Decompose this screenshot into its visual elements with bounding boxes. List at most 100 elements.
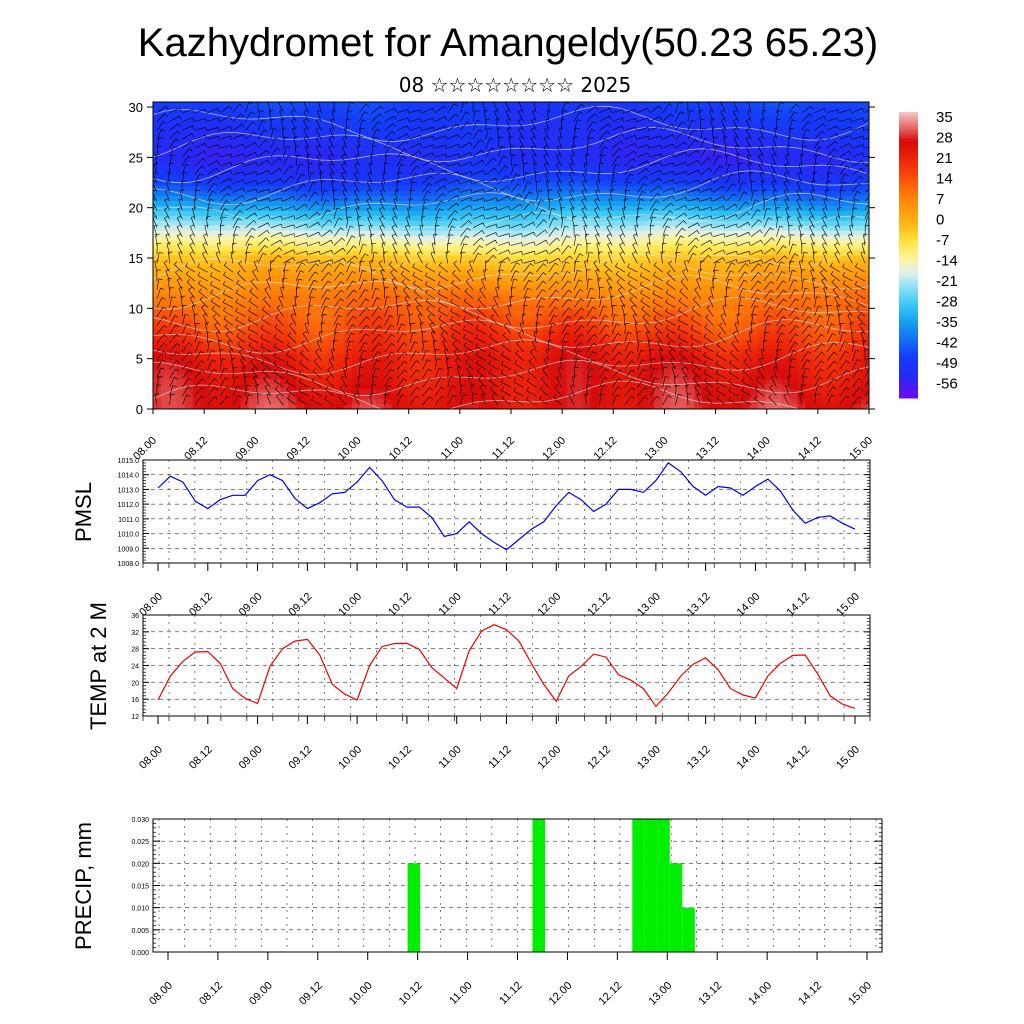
field-cell [646, 166, 655, 172]
field-cell [304, 364, 313, 370]
field-cell [662, 305, 671, 311]
field-cell [662, 220, 671, 227]
field-cell [200, 324, 210, 331]
field-cell [757, 220, 767, 227]
field-cell [765, 230, 775, 237]
field-cell [264, 384, 273, 390]
field-cell [351, 374, 361, 380]
field-cell [296, 399, 305, 405]
field-cell [670, 329, 679, 336]
field-cell [176, 339, 186, 346]
field-cell [359, 225, 369, 232]
field-cell [160, 344, 170, 351]
field-cell [391, 106, 401, 113]
field-cell [471, 354, 480, 361]
field-cell [192, 349, 202, 356]
field-cell [471, 181, 480, 187]
field-cell [526, 354, 536, 361]
field-cell [232, 349, 242, 356]
field-cell [359, 389, 369, 395]
field-cell [670, 305, 679, 311]
field-cell [391, 166, 401, 172]
field-cell [320, 201, 329, 207]
field-cell [232, 210, 242, 217]
field-cell [359, 146, 369, 153]
field-cell [550, 156, 560, 163]
field-cell [391, 404, 401, 409]
field-cell [208, 295, 218, 301]
field-cell [582, 235, 592, 242]
field-cell [654, 270, 663, 276]
field-cell [328, 359, 337, 366]
field-cell [558, 225, 568, 232]
field-cell [638, 389, 647, 395]
field-cell [328, 210, 337, 217]
field-cell [733, 131, 743, 138]
field-cell [447, 404, 456, 409]
field-cell [168, 399, 178, 405]
field-cell [479, 265, 488, 271]
field-cell [725, 121, 735, 128]
field-cell [423, 314, 433, 321]
field-cell [168, 196, 178, 202]
field-cell [256, 106, 265, 113]
field-cell [264, 275, 273, 281]
field-cell [781, 349, 791, 356]
field-cell [526, 344, 536, 351]
field-cell [566, 265, 576, 271]
field-cell [622, 374, 631, 380]
field-cell [391, 270, 401, 276]
field-cell [749, 205, 759, 212]
field-cell [741, 344, 751, 351]
field-cell [383, 121, 393, 128]
field-cell [343, 235, 353, 242]
field-cell [550, 389, 560, 395]
field-cell [367, 319, 377, 326]
field-cell [757, 265, 767, 271]
field-cell [487, 240, 496, 247]
field-cell [646, 131, 655, 138]
field-cell [455, 319, 464, 326]
field-cell [463, 240, 472, 247]
field-cell [534, 131, 544, 138]
field-cell [686, 191, 695, 197]
field-cell [662, 225, 671, 232]
field-cell [176, 156, 186, 163]
field-cell [415, 280, 425, 286]
field-cell [200, 295, 210, 301]
field-cell [757, 136, 767, 143]
field-cell [256, 300, 265, 306]
field-cell [733, 260, 743, 266]
field-cell [375, 379, 385, 385]
field-cell [654, 235, 663, 242]
field-cell [248, 245, 258, 252]
field-cell [733, 186, 743, 192]
field-cell [304, 374, 313, 380]
field-cell [280, 245, 289, 252]
field-cell [304, 270, 313, 276]
field-cell [662, 309, 671, 316]
field-cell [630, 176, 639, 182]
field-cell [439, 161, 448, 167]
field-cell [415, 275, 425, 281]
field-cell [503, 245, 512, 252]
field-cell [526, 379, 536, 385]
field-cell [224, 260, 234, 266]
field-cell [741, 210, 751, 217]
field-cell [630, 102, 639, 108]
field-cell [184, 374, 194, 380]
field-cell [328, 126, 337, 133]
field-cell [431, 300, 440, 306]
field-cell [471, 151, 480, 158]
field-cell [781, 171, 791, 177]
field-cell [518, 191, 528, 197]
field-cell [160, 126, 170, 133]
field-cell [503, 379, 512, 385]
field-cell [208, 354, 218, 361]
field-cell [367, 314, 377, 321]
field-cell [686, 205, 695, 212]
field-cell [160, 136, 170, 143]
field-cell [471, 394, 480, 400]
field-cell [328, 300, 337, 306]
field-cell [224, 349, 234, 356]
